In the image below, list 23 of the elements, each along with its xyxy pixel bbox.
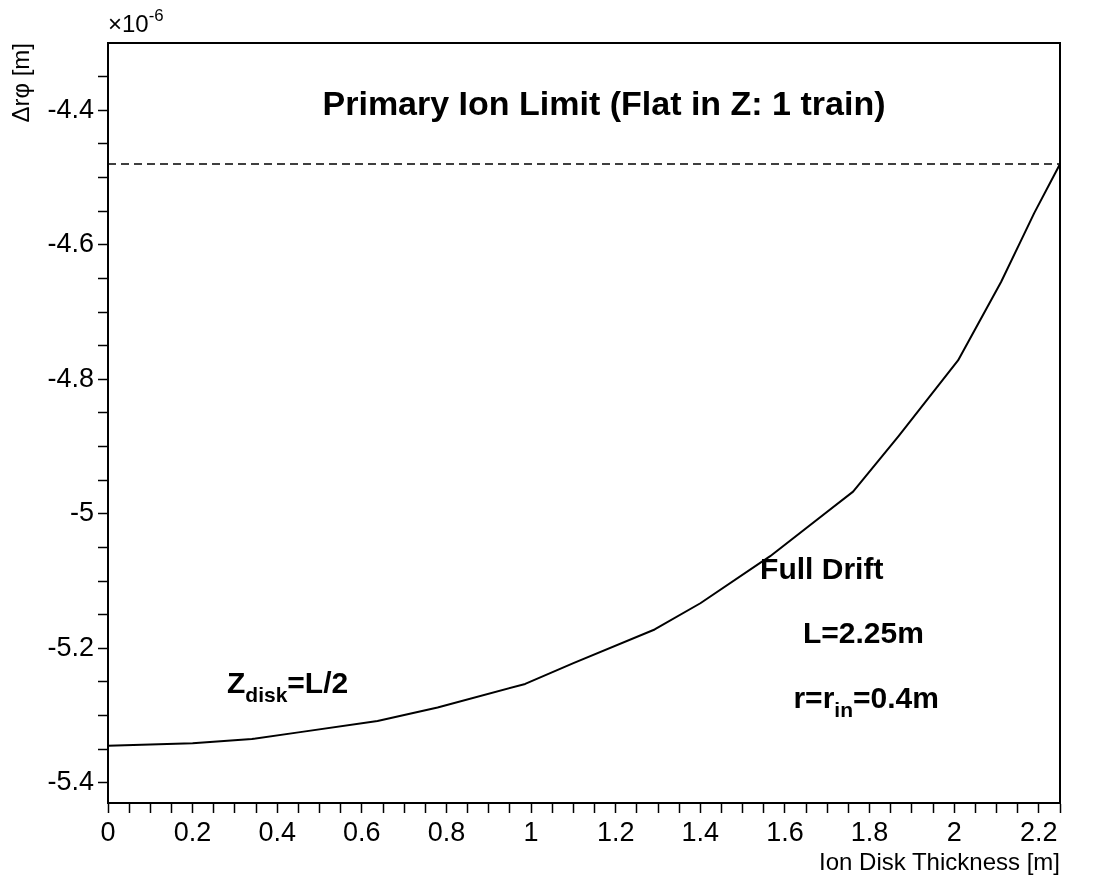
y-axis-title: Δrφ [m] <box>7 43 35 123</box>
x-tick-label: 0.8 <box>427 816 466 847</box>
y-tick-label: -5.4 <box>47 766 94 797</box>
x-tick-label: 0 <box>100 816 116 847</box>
x-tick-label: 1.8 <box>850 816 889 847</box>
x-tick-label: 0.6 <box>343 816 381 847</box>
x-tick-label: 1.4 <box>681 816 720 847</box>
x-tick-label: 1.2 <box>596 816 635 847</box>
x-tick-label: 2.2 <box>1020 816 1058 847</box>
y-tick-label: -5.2 <box>47 631 94 662</box>
x-tick-label: 0.4 <box>258 816 297 847</box>
x-tick-label: 1 <box>523 816 539 847</box>
x-axis-title: Ion Disk Thickness [m] <box>819 848 1060 876</box>
annotation: L=2.25m <box>802 616 924 650</box>
y-tick-label: -4.6 <box>47 228 94 259</box>
x-tick-label: 1.6 <box>766 816 804 847</box>
annotation: Full Drift <box>760 551 884 585</box>
text: Primary Ion Limit (Flat in Z: 1 train) <box>322 84 886 123</box>
y-tick-label: -4.4 <box>47 93 94 124</box>
x-tick-label: 0.2 <box>173 816 212 847</box>
y-tick-label: -4.8 <box>47 362 94 393</box>
y-tick-label: -5 <box>69 497 94 528</box>
x-tick-label: 2 <box>946 816 962 847</box>
